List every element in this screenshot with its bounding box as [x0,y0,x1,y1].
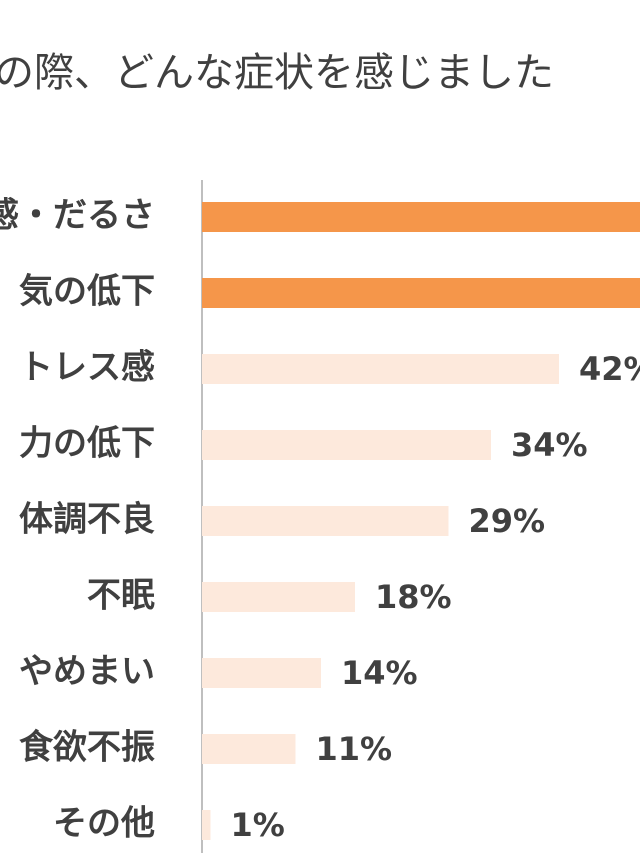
bar [202,354,559,384]
category-label: 食欲不振 [19,728,155,768]
bar [202,582,355,612]
value-label: 34% [511,426,588,464]
bar [202,430,491,460]
value-label: 1% [231,806,285,844]
chart-title: の際、どんな症状を感じました [0,50,554,96]
bar [202,810,211,840]
value-label: 18% [375,578,452,616]
bar [202,658,321,688]
category-label: 気の低下 [19,272,155,312]
bar [202,506,449,536]
bar [202,734,296,764]
bar [202,278,640,308]
category-label: 不眠 [87,576,155,616]
bar [202,202,640,232]
value-label: 29% [469,502,546,540]
category-label: トレス感 [19,348,155,388]
category-label: 感・だるさ [0,196,155,236]
category-label: 力の低下 [19,424,155,464]
value-label: 14% [341,654,418,692]
value-label: 42% [579,350,640,388]
category-label: やめまい [19,652,155,692]
value-label: 11% [316,730,393,768]
category-label: その他 [53,804,155,844]
category-label: 体調不良 [19,500,155,540]
